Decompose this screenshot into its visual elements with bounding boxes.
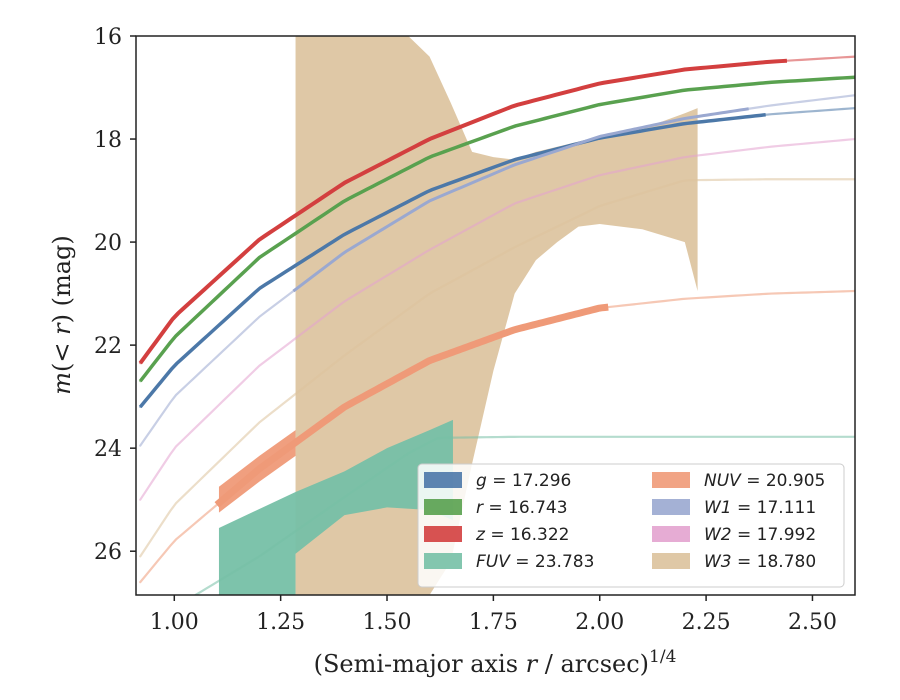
legend-swatch-g [424,472,462,488]
series-line-w3 [139,178,855,558]
y-tick-label: 18 [94,128,122,153]
legend-swatch-w2 [652,526,690,542]
series-profile-w1 [292,107,749,293]
legend-swatch-r [424,499,462,515]
legend-label-w2: W2 = 17.992 [704,525,816,545]
x-tick-label: 1.25 [256,610,305,635]
series-profile-z [138,58,788,365]
series-profile-r [138,75,855,383]
x-tick-label: 1.00 [150,610,199,635]
x-tick-label: 1.50 [363,610,412,635]
legend-label-fuv: FUV = 23.783 [476,552,594,572]
legend: g = 17.296 r = 16.743 z = 16.322 FUV = 23.7… [417,463,845,588]
y-tick-label: 26 [94,540,122,565]
legend-swatch-w1 [652,499,690,515]
legend-label-nuv: NUV = 20.905 [704,471,825,491]
y-tick-label: 16 [94,25,122,50]
legend-label-w1: W1 = 17.111 [704,498,816,518]
series-profile-nuv [214,303,609,508]
legend-label-w3: W3 = 18.780 [704,552,816,572]
series-line-w2 [139,137,855,501]
y-axis: 16 18 20 22 24 26 [94,25,136,565]
series-profile-g [138,113,766,409]
y-tick-label: 24 [94,437,122,462]
series-line-fuv [194,435,855,595]
x-tick-label: 1.75 [469,610,518,635]
x-tick-label: 2.25 [682,610,731,635]
x-tick-label: 2.00 [575,610,624,635]
legend-label-r: r = 16.743 [476,498,568,518]
legend-swatch-w3 [652,553,690,569]
x-tick-label: 2.50 [788,610,837,635]
legend-label-z: z = 16.322 [475,525,569,545]
y-tick-label: 20 [94,231,122,256]
legend-label-g: g = 17.296 [476,471,571,491]
legend-swatch-fuv [424,553,462,569]
legend-swatch-nuv [652,472,690,488]
plot-frame [135,35,856,596]
y-axis-title: m(< r) (mag) [48,235,76,395]
legend-box [417,463,845,588]
x-axis-title: (Semi-major axis r / arcsec)1/4 [314,647,677,678]
legend-swatch-z [424,526,462,542]
x-axis: 1.00 1.25 1.50 1.75 2.00 2.25 2.50 [150,595,837,635]
y-tick-label: 22 [94,334,122,359]
series-lines [138,55,855,595]
